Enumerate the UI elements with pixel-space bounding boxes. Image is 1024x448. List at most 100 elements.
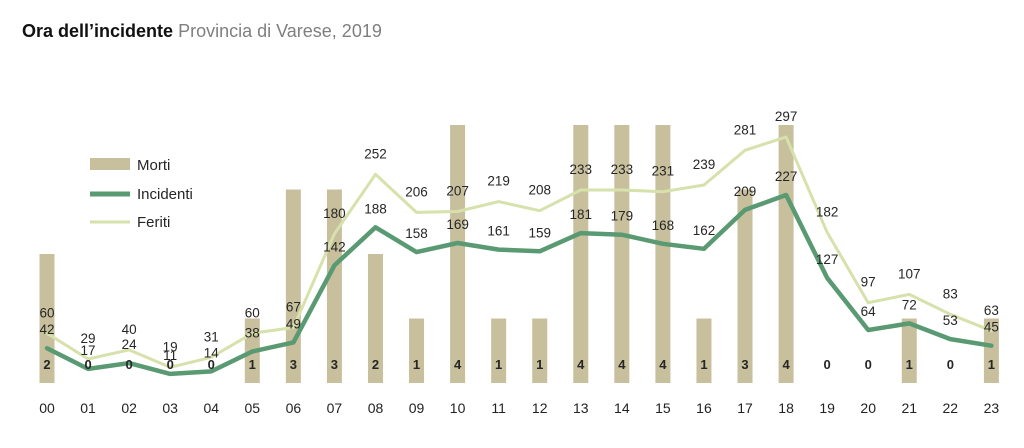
- x-tick-02: 02: [121, 400, 137, 416]
- label-incidenti-22: 53: [943, 313, 958, 328]
- label-feriti-16: 239: [693, 157, 716, 172]
- label-feriti-15: 231: [652, 164, 675, 179]
- x-tick-21: 21: [901, 400, 917, 416]
- label-morti-10: 4: [454, 357, 462, 372]
- label-incidenti-10: 169: [446, 217, 469, 232]
- bar-morti-17: [737, 189, 753, 383]
- label-morti-11: 1: [495, 357, 502, 372]
- label-feriti-18: 297: [775, 109, 798, 124]
- label-feriti-02: 40: [122, 322, 137, 337]
- label-morti-01: 0: [84, 357, 91, 372]
- label-morti-09: 1: [413, 357, 420, 372]
- label-feriti-08: 252: [364, 146, 387, 161]
- chart-title: Ora dell’incidente Provincia di Varese, …: [22, 21, 382, 42]
- label-feriti-22: 83: [943, 286, 958, 301]
- x-tick-01: 01: [80, 400, 96, 416]
- label-feriti-12: 208: [528, 183, 551, 198]
- label-morti-05: 1: [249, 357, 256, 372]
- label-morti-23: 1: [988, 357, 995, 372]
- x-tick-04: 04: [203, 400, 219, 416]
- label-feriti-01: 29: [81, 331, 96, 346]
- label-morti-08: 2: [372, 357, 379, 372]
- x-tick-05: 05: [245, 400, 261, 416]
- bar-morti-16: [696, 318, 712, 383]
- x-tick-16: 16: [696, 400, 712, 416]
- label-incidenti-23: 45: [984, 320, 999, 335]
- legend-label-feriti: Feriti: [137, 214, 170, 231]
- label-incidenti-13: 181: [570, 207, 593, 222]
- x-tick-18: 18: [778, 400, 794, 416]
- label-feriti-00: 60: [39, 305, 54, 320]
- bar-morti-15: [655, 125, 671, 383]
- label-incidenti-01: 17: [81, 343, 96, 358]
- bar-morti-23: [983, 318, 999, 383]
- label-morti-13: 4: [577, 357, 585, 372]
- line-incidenti: [44, 192, 994, 377]
- bar-morti-09: [409, 318, 425, 383]
- label-morti-04: 0: [208, 357, 215, 372]
- x-tick-20: 20: [860, 400, 876, 416]
- chart-title-subtitle: Provincia di Varese, 2019: [178, 21, 382, 41]
- bar-morti-07: [326, 189, 342, 383]
- x-tick-11: 11: [491, 400, 506, 416]
- label-morti-00: 2: [43, 357, 50, 372]
- label-morti-14: 4: [618, 357, 626, 372]
- x-tick-14: 14: [614, 400, 630, 416]
- x-tick-09: 09: [409, 400, 425, 416]
- x-tick-06: 06: [286, 400, 302, 416]
- label-feriti-07: 180: [323, 206, 346, 221]
- label-morti-21: 1: [906, 357, 913, 372]
- label-morti-06: 3: [290, 357, 297, 372]
- legend-swatch-morti: [90, 158, 130, 170]
- x-tick-12: 12: [532, 400, 548, 416]
- label-incidenti-04: 14: [204, 345, 220, 360]
- label-feriti-14: 233: [611, 162, 634, 177]
- bar-morti-08: [367, 254, 383, 383]
- label-morti-17: 3: [741, 357, 748, 372]
- label-incidenti-09: 158: [405, 226, 428, 241]
- label-morti-19: 0: [824, 357, 831, 372]
- legend-label-incidenti: Incidenti: [137, 186, 193, 203]
- label-incidenti-20: 64: [861, 304, 877, 319]
- label-incidenti-08: 188: [364, 201, 387, 216]
- label-morti-18: 4: [782, 357, 790, 372]
- label-incidenti-19: 127: [816, 252, 839, 267]
- label-feriti-20: 97: [861, 275, 876, 290]
- label-incidenti-12: 159: [528, 225, 551, 240]
- label-feriti-17: 281: [734, 122, 757, 137]
- x-tick-22: 22: [943, 400, 959, 416]
- label-incidenti-16: 162: [693, 223, 716, 238]
- label-morti-15: 4: [659, 357, 667, 372]
- label-incidenti-14: 179: [611, 209, 634, 224]
- label-feriti-06: 67: [286, 300, 301, 315]
- label-feriti-11: 219: [487, 174, 510, 189]
- label-feriti-19: 182: [816, 204, 839, 219]
- label-incidenti-05: 38: [245, 326, 260, 341]
- label-feriti-13: 233: [570, 162, 593, 177]
- label-morti-02: 0: [126, 357, 133, 372]
- bar-morti-06: [285, 189, 301, 383]
- x-tick-00: 00: [39, 400, 55, 416]
- bar-morti-11: [491, 318, 507, 383]
- label-feriti-09: 206: [405, 184, 428, 199]
- label-feriti-10: 207: [446, 184, 469, 199]
- label-feriti-04: 31: [204, 329, 219, 344]
- x-tick-08: 08: [368, 400, 384, 416]
- bar-morti-12: [532, 318, 548, 383]
- label-incidenti-07: 142: [323, 239, 346, 254]
- label-morti-07: 3: [331, 357, 338, 372]
- legend-label-morti: Morti: [137, 157, 170, 174]
- label-incidenti-17: 209: [734, 184, 757, 199]
- bar-morti-10: [450, 125, 466, 383]
- label-incidenti-18: 227: [775, 169, 798, 184]
- bar-morti-18: [778, 125, 794, 383]
- label-incidenti-06: 49: [286, 316, 301, 331]
- label-morti-22: 0: [947, 357, 954, 372]
- label-morti-20: 0: [865, 357, 872, 372]
- bar-morti-21: [901, 318, 917, 383]
- x-tick-10: 10: [450, 400, 466, 416]
- label-incidenti-15: 168: [652, 218, 675, 233]
- label-morti-12: 1: [536, 357, 543, 372]
- x-tick-15: 15: [655, 400, 671, 416]
